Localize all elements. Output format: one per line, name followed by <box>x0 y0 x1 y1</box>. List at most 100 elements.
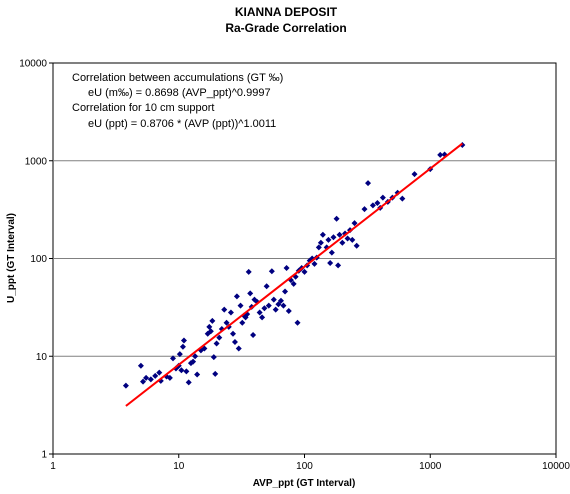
data-point <box>247 290 254 297</box>
data-point <box>239 319 246 326</box>
data-point <box>361 206 368 213</box>
data-point <box>221 306 228 313</box>
data-point <box>147 376 154 383</box>
data-point <box>194 371 201 378</box>
chart-subtitle: Ra-Grade Correlation <box>225 21 346 35</box>
data-point <box>275 301 282 308</box>
annotation-2: eU (m‰) = 0.8698 (AVP_ppt)^0.9997 <box>88 87 271 99</box>
data-point <box>261 305 268 312</box>
annotation-1: Correlation between accumulations (GT ‰) <box>72 72 283 84</box>
data-point <box>365 180 372 187</box>
data-point <box>235 345 242 352</box>
data-point <box>259 314 266 321</box>
data-point <box>319 231 326 238</box>
data-point <box>122 382 129 389</box>
data-point <box>185 379 192 386</box>
fit-line-group <box>125 142 463 407</box>
data-point <box>206 323 213 330</box>
x-tick-label: 10 <box>173 461 185 472</box>
annotation-3: Correlation for 10 cm support <box>72 102 214 114</box>
x-tick-label: 1000 <box>419 461 442 472</box>
data-point <box>344 235 351 242</box>
data-point <box>301 268 308 275</box>
data-point <box>176 351 183 358</box>
x-axis-label: AVP_ppt (GT Interval) <box>253 478 356 489</box>
data-point <box>315 244 322 251</box>
data-point <box>328 249 335 256</box>
data-point <box>233 293 240 300</box>
data-point <box>411 171 418 178</box>
y-tick-label: 100 <box>30 254 47 265</box>
data-point <box>179 343 186 350</box>
grid-lines <box>53 160 556 357</box>
data-point <box>178 367 185 374</box>
y-tick-label: 10000 <box>19 59 47 70</box>
data-point <box>231 338 238 345</box>
data-point <box>374 199 381 206</box>
data-point <box>213 340 220 347</box>
data-point <box>212 370 219 377</box>
data-point <box>183 368 190 375</box>
data-point <box>268 268 275 275</box>
data-point <box>245 268 252 275</box>
data-point <box>317 239 324 246</box>
data-point <box>250 331 257 338</box>
data-point <box>210 354 217 361</box>
data-point <box>437 151 444 158</box>
data-point <box>399 195 406 202</box>
data-point <box>137 362 144 369</box>
data-point <box>280 302 287 309</box>
data-point <box>263 283 270 290</box>
data-point <box>166 374 173 381</box>
x-tick-label: 100 <box>296 461 313 472</box>
annotation-4: eU (ppt) = 0.8706 * (AVP (ppt))^1.0011 <box>88 118 276 130</box>
data-point <box>369 202 376 209</box>
data-point <box>227 309 234 316</box>
data-point <box>152 372 159 379</box>
y-axis-label: U_ppt (GT Interval) <box>6 213 17 303</box>
data-point <box>190 358 197 365</box>
data-point <box>256 309 263 316</box>
y-tick-label: 1000 <box>25 156 48 167</box>
data-point <box>209 317 216 324</box>
data-point <box>140 378 147 385</box>
data-point <box>294 319 301 326</box>
data-point <box>270 296 277 303</box>
data-point <box>156 369 163 376</box>
data-point <box>339 239 346 246</box>
data-point <box>265 302 272 309</box>
data-point <box>169 355 176 362</box>
x-tick-label: 10000 <box>542 461 570 472</box>
chart-title: KIANNA DEPOSIT <box>235 5 338 19</box>
data-point <box>216 334 223 341</box>
x-tick-label: 1 <box>50 461 56 472</box>
data-point <box>180 337 187 344</box>
data-point <box>379 194 386 201</box>
data-point <box>272 306 279 313</box>
data-point <box>333 215 340 222</box>
y-tick-label: 10 <box>36 352 48 363</box>
data-point <box>207 328 214 335</box>
data-point <box>353 242 360 249</box>
fit-line <box>125 142 463 407</box>
data-point <box>282 288 289 295</box>
data-point <box>327 259 334 266</box>
data-point <box>336 231 343 238</box>
data-point <box>335 262 342 269</box>
data-point <box>311 260 318 267</box>
data-point <box>285 308 292 315</box>
data-point <box>351 220 358 227</box>
data-point <box>330 234 337 241</box>
data-point <box>237 302 244 309</box>
data-point <box>277 297 284 304</box>
data-point <box>143 374 150 381</box>
data-point <box>290 280 297 287</box>
data-point <box>349 236 356 243</box>
axis-ticks: 1 10 100 1000 10000 1 10 100 1000 10000 <box>19 59 570 473</box>
y-tick-label: 1 <box>41 450 47 461</box>
data-point <box>325 236 332 243</box>
data-point <box>283 264 290 271</box>
data-point <box>223 319 230 326</box>
data-point <box>229 330 236 337</box>
